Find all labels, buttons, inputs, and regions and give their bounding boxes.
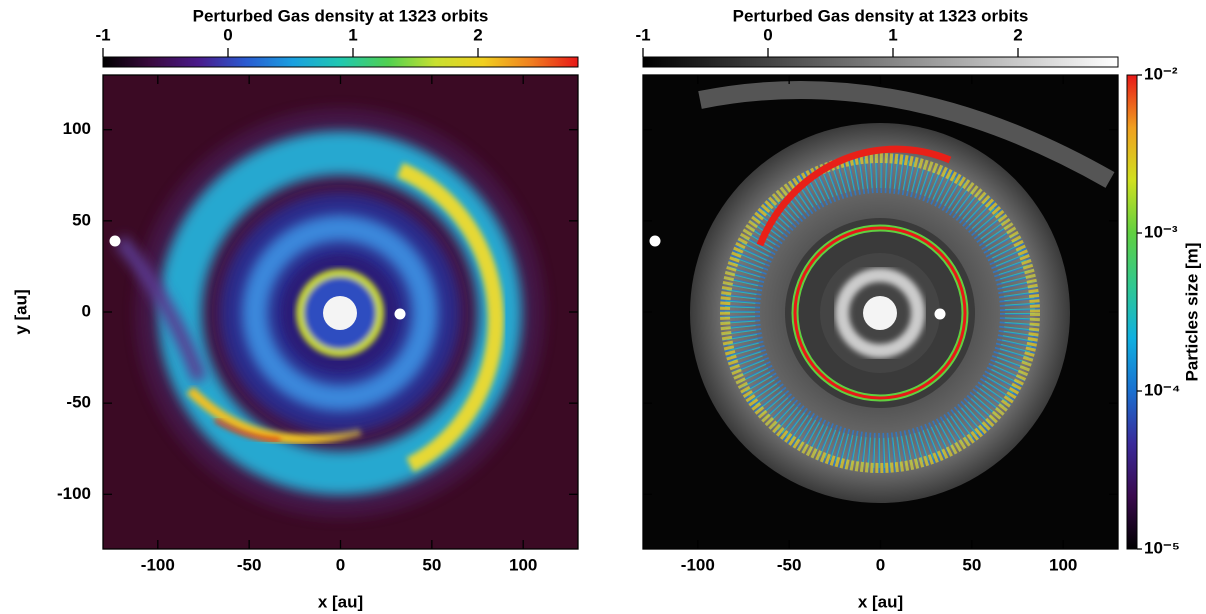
dust-band — [720, 153, 1040, 473]
colorbar-tick-label: -1 — [635, 25, 650, 44]
colorbar-title: Perturbed Gas density at 1323 orbits — [193, 6, 489, 25]
colorbar-tick-label: 2 — [1013, 25, 1022, 44]
colorbar-title: Perturbed Gas density at 1323 orbits — [733, 6, 1029, 25]
x-axis-label: x [au] — [858, 592, 903, 611]
x-tick-label: 100 — [1049, 555, 1077, 574]
star — [863, 296, 897, 330]
y-tick-label: -50 — [66, 393, 91, 412]
x-tick-label: -100 — [141, 555, 175, 574]
x-tick-label: 0 — [336, 555, 345, 574]
size-colorbar — [1126, 74, 1138, 550]
size-colorbar-tick-label: 10⁻⁴ — [1144, 380, 1180, 399]
x-tick-label: 0 — [876, 555, 885, 574]
colorbar-tick-label: 0 — [223, 25, 232, 44]
outer-arm — [698, 81, 1115, 188]
planet — [649, 235, 661, 247]
colorbar — [102, 56, 579, 68]
y-tick-label: 50 — [72, 210, 91, 229]
x-axis-label: x [au] — [318, 592, 363, 611]
planet — [109, 235, 121, 247]
size-colorbar-tick-label: 10⁻³ — [1144, 222, 1178, 241]
planet — [934, 308, 946, 320]
inner-dust-ring-peak — [793, 226, 967, 400]
x-tick-label: -50 — [777, 555, 802, 574]
x-tick-label: 100 — [509, 555, 537, 574]
gas-density-map — [103, 75, 578, 549]
y-tick-label: 100 — [63, 119, 91, 138]
size-colorbar-tick-label: 10⁻⁵ — [1144, 538, 1180, 557]
spiral-tail-peak — [214, 418, 281, 442]
y-tick-label: 0 — [82, 301, 91, 320]
mid-ring — [242, 215, 438, 411]
dust-band — [725, 158, 1035, 468]
x-tick-label: -100 — [681, 555, 715, 574]
x-tick-label: -50 — [237, 555, 262, 574]
planet — [394, 308, 406, 320]
colorbar-tick-label: 1 — [888, 25, 897, 44]
inner-ring — [835, 268, 925, 358]
x-tick-label: 50 — [962, 555, 981, 574]
colorbar-tick-label: 0 — [763, 25, 772, 44]
y-axis-label: y [au] — [11, 289, 30, 334]
colorbar-tick-label: 2 — [473, 25, 482, 44]
colorbar-tick-label: 1 — [348, 25, 357, 44]
size-colorbar-tick-label: 10⁻² — [1144, 64, 1178, 83]
colorbar — [642, 56, 1119, 68]
x-tick-label: 50 — [422, 555, 441, 574]
dust-ring-peak — [756, 145, 952, 247]
outer-arm — [114, 235, 207, 383]
dust-map — [643, 75, 1118, 549]
y-tick-label: -100 — [57, 484, 91, 503]
star — [323, 296, 357, 330]
spiral-tail — [186, 386, 362, 444]
colorbar-tick-label: -1 — [95, 25, 110, 44]
spiral-arm — [396, 162, 504, 473]
size-colorbar-label: Particles size [m] — [1182, 243, 1201, 382]
